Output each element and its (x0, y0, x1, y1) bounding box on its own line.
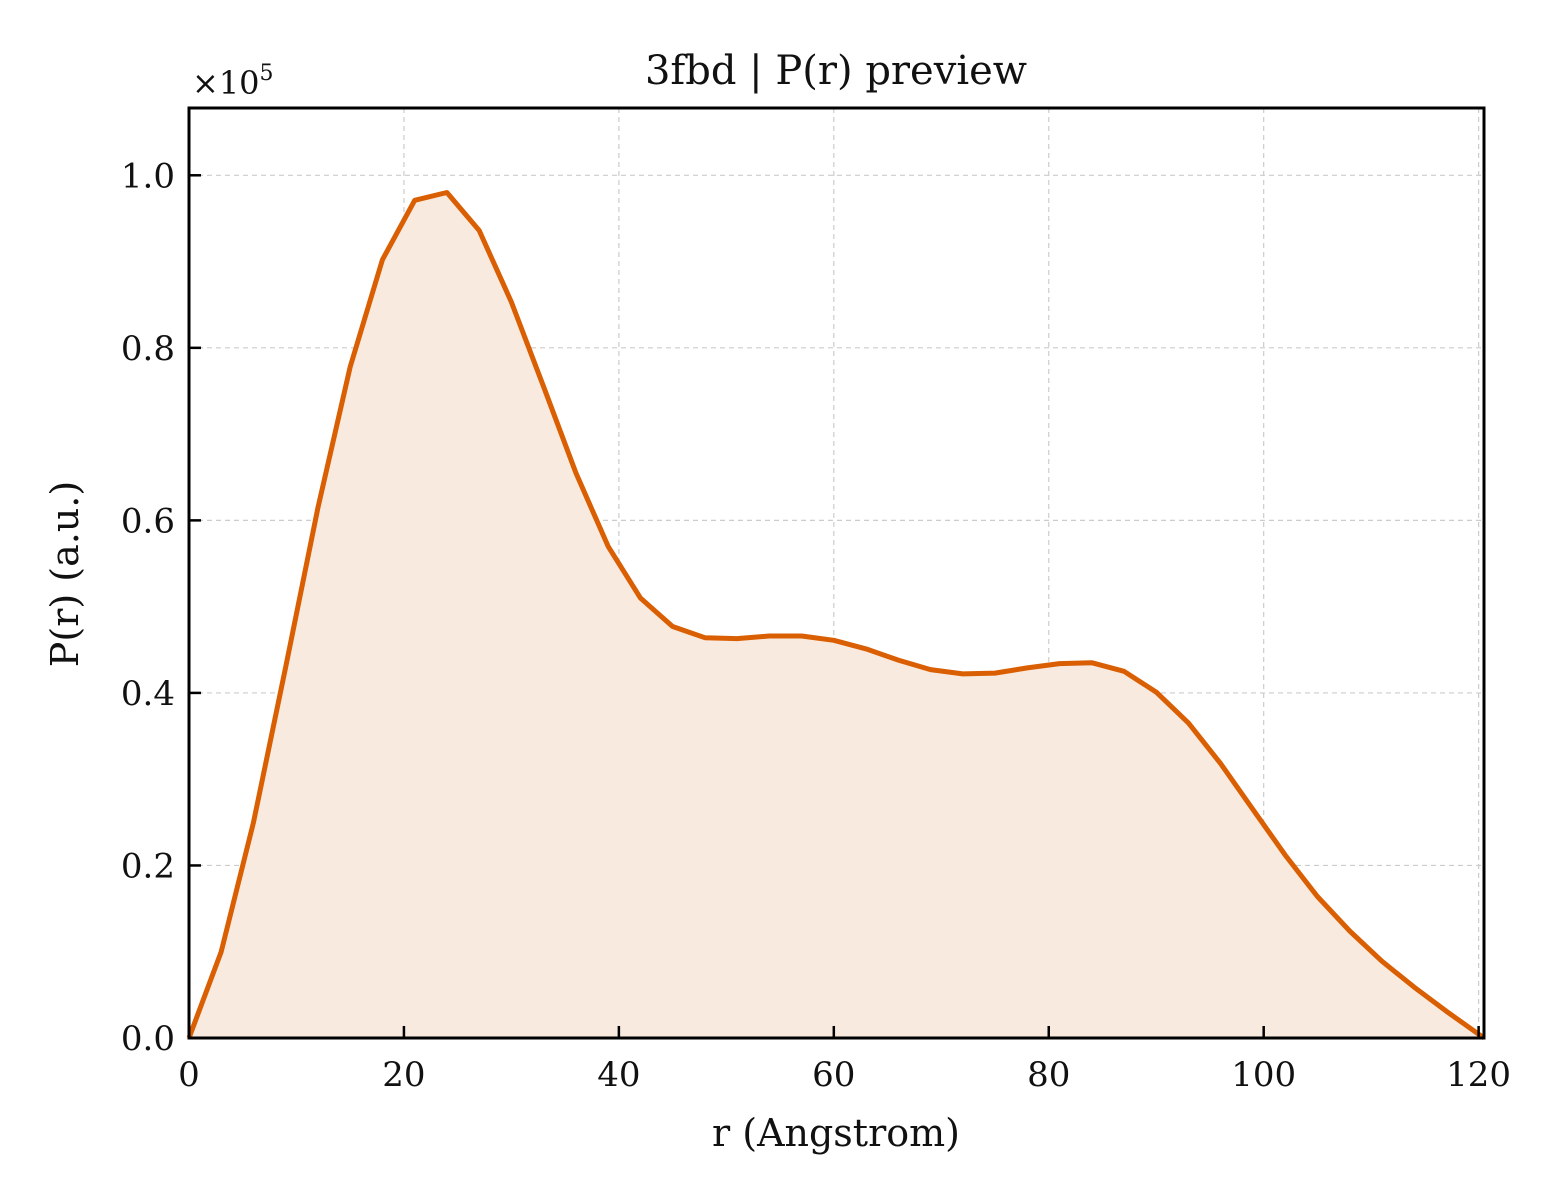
chart-title: 3fbd | P(r) preview (645, 48, 1027, 94)
x-tick-label: 60 (812, 1055, 855, 1095)
y-tick-label: 0.4 (121, 674, 175, 714)
y-tick-label: 0.6 (121, 501, 175, 541)
y-tick-label: 0.2 (121, 846, 175, 886)
x-tick-label: 120 (1446, 1055, 1511, 1095)
y-multiplier-exponent: 5 (260, 61, 274, 86)
y-tick-label: 1.0 (121, 156, 175, 196)
y-tick-label: 0.0 (121, 1019, 175, 1059)
series-area-fill (189, 192, 1484, 1038)
y-axis-label: P(r) (a.u.) (43, 481, 87, 667)
y-multiplier-prefix: ×10 (192, 64, 260, 102)
plot-frame (187, 106, 1486, 1040)
x-axis-label: r (Angstrom) (712, 1111, 960, 1155)
y-axis-multiplier: ×105 (192, 61, 274, 102)
x-tick-label: 0 (178, 1055, 200, 1095)
x-tick-label: 20 (382, 1055, 425, 1095)
x-tick-label: 100 (1231, 1055, 1296, 1095)
x-tick-label: 80 (1027, 1055, 1070, 1095)
x-tick-label: 40 (597, 1055, 640, 1095)
y-tick-label: 0.8 (121, 329, 175, 369)
axis-ticks: 0 20 40 60 80 100 120 0.0 0.2 0.4 0.6 0.8 1.0 (121, 156, 1511, 1095)
plot-data (186, 190, 1486, 1041)
